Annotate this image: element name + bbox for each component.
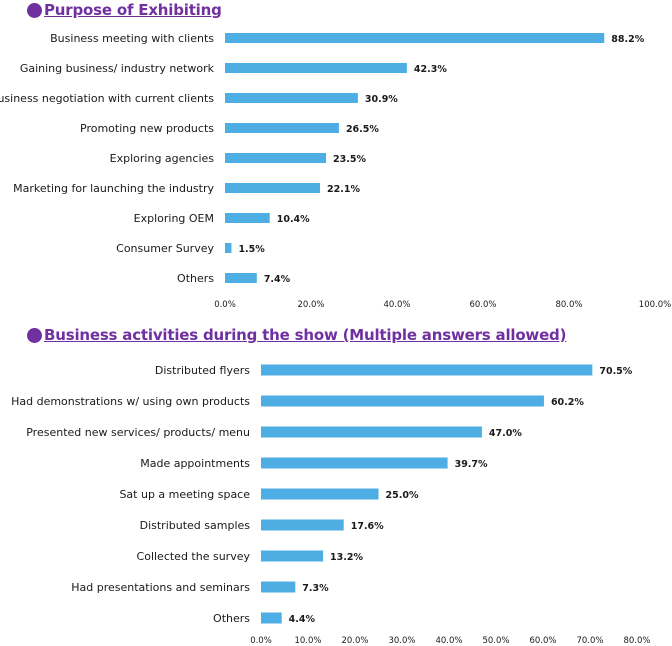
- value-label: 39.7%: [455, 459, 488, 470]
- value-label: 1.5%: [238, 244, 265, 255]
- category-label: Promoting new products: [80, 122, 214, 135]
- category-label: Collected the survey: [137, 550, 251, 563]
- x-tick-label: 70.0%: [576, 636, 603, 646]
- chart-business-activities: Distributed flyers 70.5% Had demonstration…: [11, 364, 650, 646]
- category-label: Business meeting with clients: [50, 32, 214, 45]
- bar: [225, 33, 605, 43]
- value-label: 4.4%: [289, 614, 316, 625]
- value-label: 25.0%: [386, 490, 419, 501]
- x-tick-label: 20.0%: [341, 636, 368, 646]
- chart-title-text: Purpose of Exhibiting: [44, 1, 222, 19]
- category-label: Had presentations and seminars: [71, 581, 250, 594]
- value-label: 13.2%: [330, 552, 363, 563]
- bar: [261, 488, 379, 500]
- value-label: 47.0%: [489, 428, 522, 439]
- value-label: 88.2%: [611, 34, 644, 45]
- bar: [261, 364, 593, 376]
- category-label: Presented new services/ products/ menu: [26, 426, 250, 439]
- value-label: 7.3%: [302, 583, 329, 594]
- x-tick-label: 40.0%: [383, 300, 410, 310]
- bar: [261, 519, 344, 531]
- value-label: 60.2%: [551, 397, 584, 408]
- x-tick-label: 10.0%: [294, 636, 321, 646]
- category-label: Gaining business/ industry network: [20, 62, 215, 75]
- x-tick-label: 80.0%: [623, 636, 650, 646]
- bullet-dot-icon: [27, 2, 42, 18]
- x-tick-label: 60.0%: [469, 300, 496, 310]
- value-label: 22.1%: [327, 184, 360, 195]
- bar: [261, 550, 324, 562]
- category-label: Others: [213, 612, 250, 625]
- x-tick-label: 80.0%: [555, 300, 582, 310]
- bar: [261, 612, 282, 624]
- bar: [225, 243, 232, 253]
- chart-purpose-of-exhibiting: Business meeting with clients 88.2% Gainin…: [0, 32, 671, 310]
- value-label: 17.6%: [351, 521, 384, 532]
- category-label: Business negotiation with current client…: [0, 92, 214, 105]
- chart-title-text: Business activities during the show (Mul…: [44, 326, 567, 344]
- value-label: 7.4%: [264, 274, 291, 285]
- category-label: Distributed flyers: [155, 364, 250, 377]
- category-label: Distributed samples: [140, 519, 251, 532]
- value-label: 30.9%: [365, 94, 398, 105]
- x-tick-label: 60.0%: [529, 636, 556, 646]
- category-label: Had demonstrations w/ using own products: [11, 395, 250, 408]
- bar: [261, 426, 482, 438]
- bar: [225, 183, 321, 193]
- bar: [225, 93, 358, 103]
- category-label: Exploring agencies: [110, 152, 215, 165]
- x-tick-label: 0.0%: [214, 300, 236, 310]
- bar: [225, 123, 339, 133]
- bar: [225, 153, 327, 163]
- value-label: 23.5%: [333, 154, 366, 165]
- bar: [261, 395, 544, 407]
- category-label: Marketing for launching the industry: [13, 182, 214, 195]
- x-tick-label: 0.0%: [250, 636, 272, 646]
- bullet-dot-icon: [27, 327, 42, 343]
- category-label: Exploring OEM: [134, 212, 214, 225]
- bar: [225, 213, 270, 223]
- chart-title-activities: Business activities during the show (Mul…: [27, 325, 566, 345]
- category-label: Made appointments: [140, 457, 250, 470]
- category-label: Others: [177, 272, 214, 285]
- chart-title-purpose: Purpose of Exhibiting: [27, 0, 222, 20]
- category-label: Consumer Survey: [116, 242, 214, 255]
- bar: [261, 457, 448, 469]
- value-label: 26.5%: [346, 124, 379, 135]
- bar: [225, 273, 257, 283]
- value-label: 42.3%: [414, 64, 447, 75]
- value-label: 70.5%: [599, 366, 632, 377]
- x-tick-label: 50.0%: [482, 636, 509, 646]
- value-label: 10.4%: [277, 214, 310, 225]
- bar: [261, 581, 296, 593]
- x-tick-label: 100.0%: [639, 300, 671, 310]
- x-tick-label: 20.0%: [297, 300, 324, 310]
- x-tick-label: 40.0%: [435, 636, 462, 646]
- bar: [225, 63, 407, 73]
- category-label: Sat up a meeting space: [119, 488, 250, 501]
- x-tick-label: 30.0%: [388, 636, 415, 646]
